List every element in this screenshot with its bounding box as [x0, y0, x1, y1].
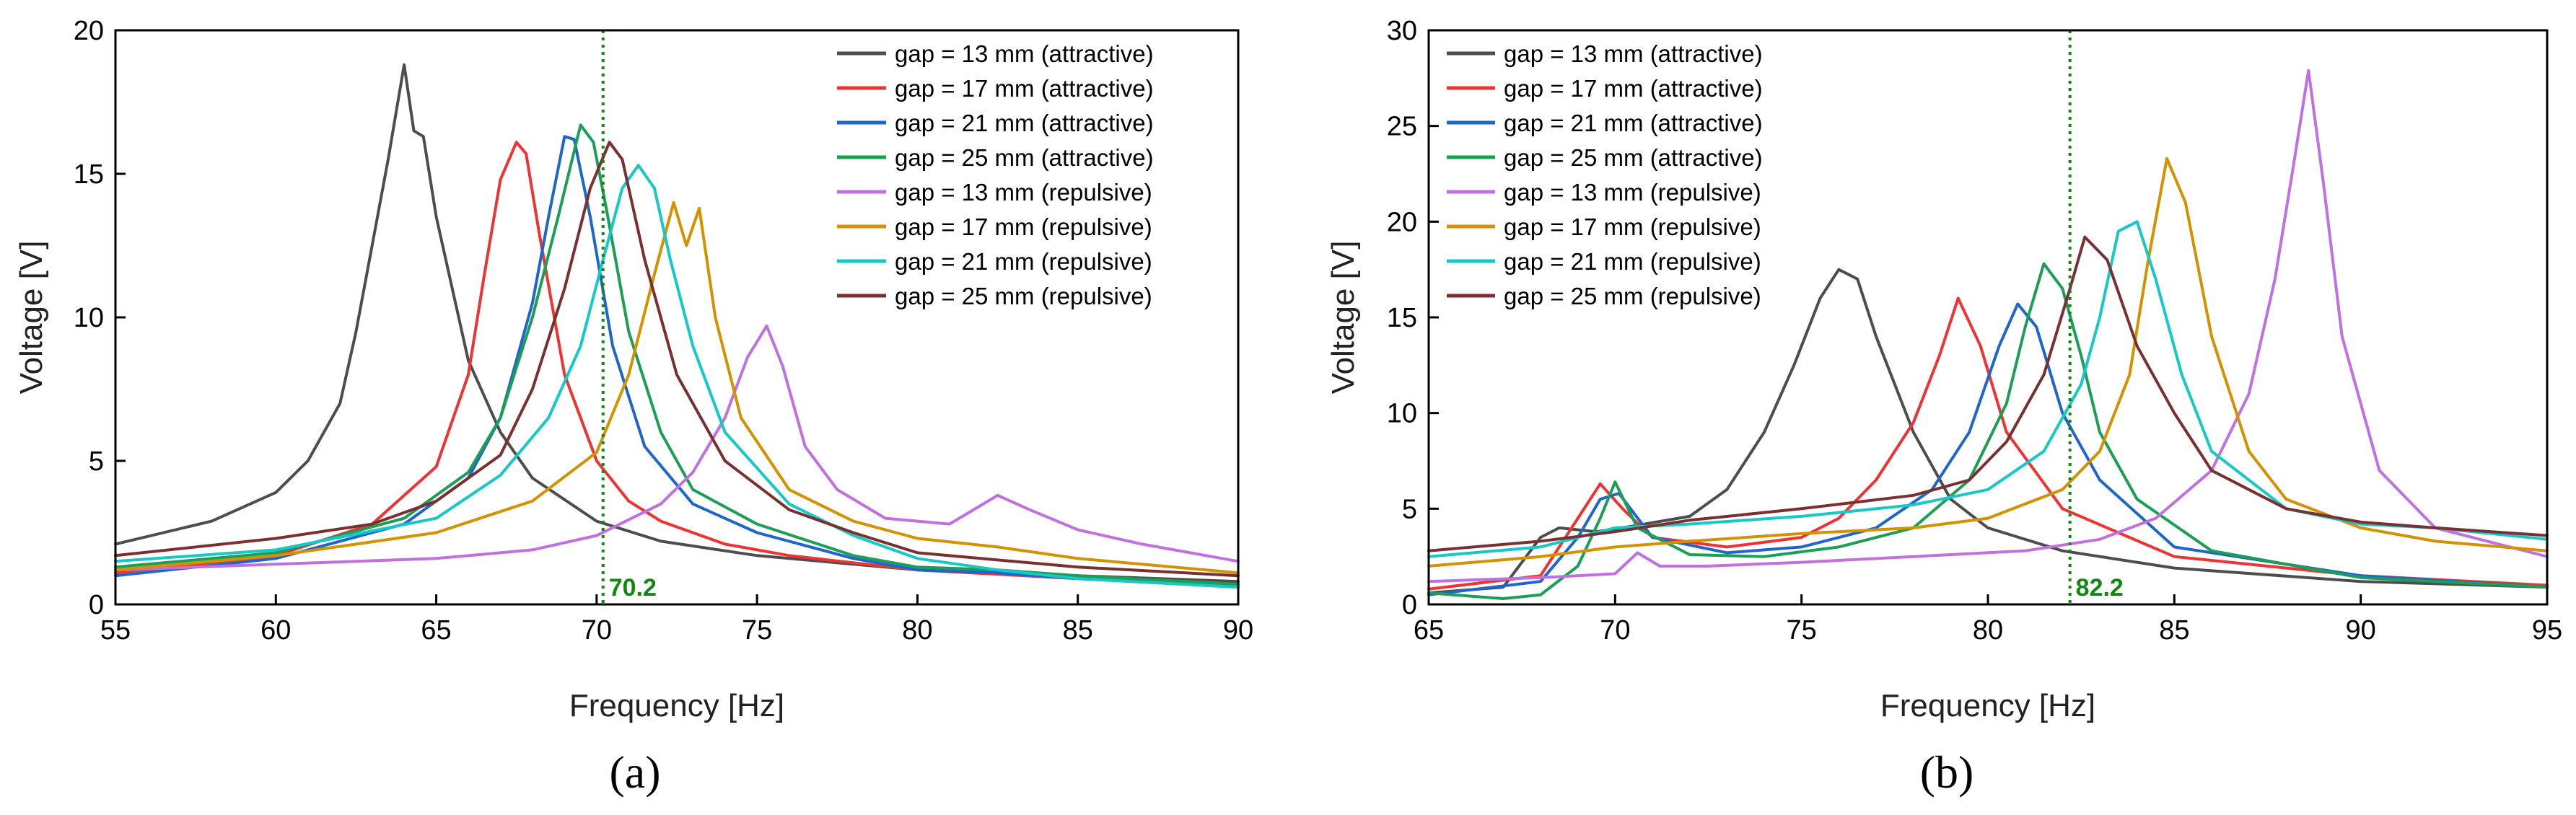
legend-entry: gap = 13 mm (attractive): [895, 40, 1154, 67]
y-tick-label: 25: [1387, 112, 1417, 142]
panel-a-x-axis-title: Frequency [Hz]: [569, 688, 784, 723]
x-tick-label: 65: [1414, 615, 1444, 646]
legend-entry: gap = 25 mm (repulsive): [1504, 283, 1761, 309]
series-line: [114, 123, 1240, 586]
reference-line-label: 70.2: [609, 574, 657, 602]
x-tick-label: 60: [260, 615, 291, 646]
panel-a-series-group: [114, 63, 1240, 589]
panel-b-legend: gap = 13 mm (attractive) gap = 17 mm (att…: [1447, 40, 1763, 309]
panel-a-x-ticks: 55 60 65 70 75 80 85 90: [100, 594, 1253, 646]
x-tick-label: 65: [421, 615, 451, 646]
x-tick-label: 75: [1787, 615, 1817, 646]
series-line: [114, 324, 1240, 572]
series-line: [1427, 235, 2549, 552]
panel-b-x-axis-title: Frequency [Hz]: [1880, 688, 2095, 723]
legend-entry: gap = 21 mm (repulsive): [1504, 248, 1761, 275]
legend-entry: gap = 13 mm (repulsive): [895, 179, 1152, 206]
panel-a: 70.2 55 60 65 70 75 80 85 90 0 5 10 15 20 gap = 13 …: [14, 16, 1253, 798]
panel-b-gridless-plot-area: 82.2: [1427, 29, 2549, 606]
reference-line-label: 82.2: [2076, 574, 2124, 602]
y-tick-label: 0: [89, 590, 104, 620]
series-line: [114, 63, 1240, 583]
series-line: [1427, 262, 2549, 600]
y-tick-label: 30: [1387, 16, 1417, 46]
legend-entry: gap = 21 mm (attractive): [1504, 110, 1763, 136]
panel-a-reference-line: 70.2: [601, 30, 657, 604]
panel-b: 82.2 65 70 75 80 85 90 95 0 5 10 15 20 25 30 gap = 1…: [1326, 16, 2562, 798]
legend-entry: gap = 25 mm (attractive): [1504, 144, 1763, 171]
panel-a-label: (a): [609, 746, 660, 798]
x-tick-label: 70: [582, 615, 612, 646]
series-line: [114, 201, 1240, 575]
series-line: [1427, 69, 2549, 583]
legend-entry: gap = 25 mm (attractive): [895, 144, 1154, 171]
panel-a-legend: gap = 13 mm (attractive) gap = 17 mm (att…: [837, 40, 1154, 309]
x-tick-label: 85: [1063, 615, 1093, 646]
y-tick-label: 5: [1402, 494, 1417, 524]
series-line: [114, 141, 1240, 586]
legend-entry: gap = 13 mm (repulsive): [1504, 179, 1761, 206]
x-tick-label: 90: [1223, 615, 1253, 646]
legend-entry: gap = 17 mm (repulsive): [895, 213, 1152, 240]
panel-a-y-axis-title: Voltage [V]: [14, 241, 49, 395]
x-tick-label: 90: [2346, 615, 2376, 646]
x-tick-label: 95: [2532, 615, 2562, 646]
legend-entry: gap = 21 mm (attractive): [895, 110, 1154, 136]
panel-b-y-axis-title: Voltage [V]: [1326, 241, 1361, 395]
panel-b-x-ticks: 65 70 75 80 85 90 95: [1414, 594, 2562, 646]
y-tick-label: 5: [89, 446, 104, 477]
panel-b-reference-line: 82.2: [2068, 30, 2124, 604]
series-line: [114, 164, 1240, 589]
x-tick-label: 85: [2159, 615, 2189, 646]
legend-entry: gap = 17 mm (repulsive): [1504, 213, 1761, 240]
y-tick-label: 20: [74, 16, 104, 46]
legend-entry: gap = 25 mm (repulsive): [895, 283, 1152, 309]
series-line: [114, 141, 1240, 578]
panel-a-y-ticks: 0 5 10 15 20: [74, 16, 126, 620]
panel-a-gridless-plot-area: 70.2: [114, 29, 1240, 606]
x-tick-label: 80: [1973, 615, 2003, 646]
panel-b-label: (b): [1920, 746, 1974, 798]
y-tick-label: 20: [1387, 207, 1417, 237]
legend-entry: gap = 21 mm (repulsive): [895, 248, 1152, 275]
series-line: [1427, 296, 2549, 591]
y-tick-label: 0: [1402, 590, 1417, 620]
legend-entry: gap = 13 mm (attractive): [1504, 40, 1763, 67]
panel-b-y-ticks: 0 5 10 15 20 25 30: [1387, 16, 1439, 620]
legend-entry: gap = 17 mm (attractive): [1504, 75, 1763, 102]
y-tick-label: 15: [74, 159, 104, 190]
x-tick-label: 75: [742, 615, 772, 646]
y-tick-label: 10: [1387, 399, 1417, 429]
panel-b-series-group: [1427, 69, 2549, 600]
y-tick-label: 10: [74, 303, 104, 333]
x-tick-label: 80: [902, 615, 932, 646]
x-tick-label: 70: [1600, 615, 1630, 646]
series-line: [1427, 157, 2549, 568]
legend-entry: gap = 17 mm (attractive): [895, 75, 1154, 102]
x-tick-label: 55: [100, 615, 131, 646]
y-tick-label: 15: [1387, 303, 1417, 333]
